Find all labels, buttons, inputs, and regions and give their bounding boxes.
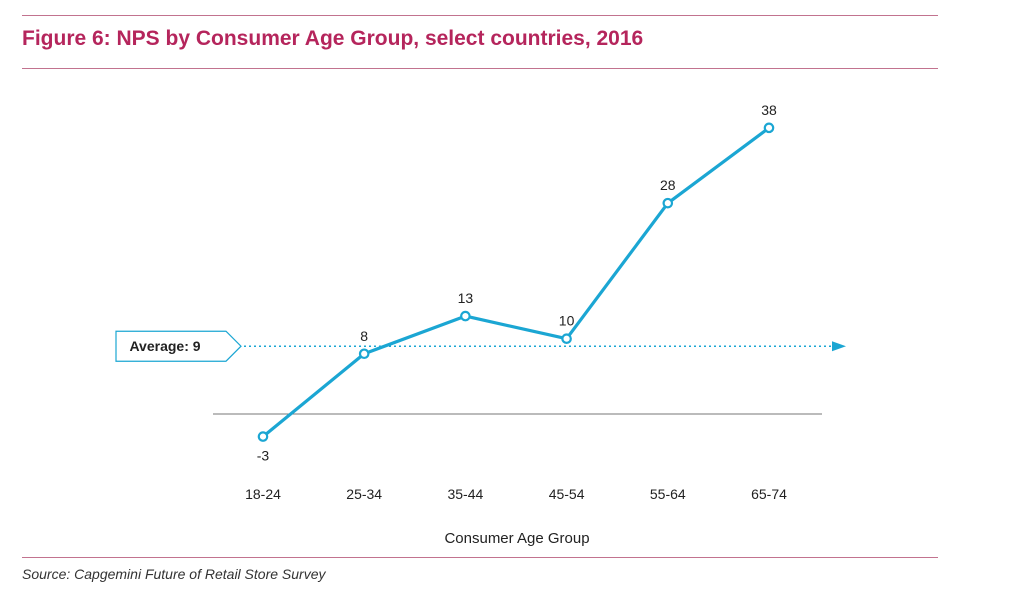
x-tick-label: 18-24 — [245, 486, 281, 502]
x-tick-label: 55-64 — [650, 486, 686, 502]
x-tick-label: 45-54 — [549, 486, 585, 502]
data-point — [460, 310, 471, 322]
title-rule — [22, 68, 938, 69]
average-arrow-head — [832, 341, 846, 352]
data-label: 28 — [660, 177, 676, 193]
data-point — [358, 348, 370, 360]
data-label: 8 — [360, 328, 368, 344]
data-label: -3 — [257, 448, 270, 464]
top-rule — [22, 15, 938, 16]
data-label: 13 — [458, 290, 474, 306]
source-note: Source: Capgemini Future of Retail Store… — [22, 566, 326, 582]
x-tick-label: 35-44 — [447, 486, 483, 502]
data-point — [257, 431, 269, 442]
data-point — [763, 122, 775, 134]
x-axis-label: Consumer Age Group — [444, 530, 589, 547]
series-line — [261, 126, 770, 438]
x-tick-label: 65-74 — [751, 486, 787, 502]
bottom-rule — [22, 557, 938, 558]
average-label-box — [115, 330, 242, 362]
average-label: Average: 9 — [129, 338, 200, 354]
data-label: 10 — [559, 313, 575, 329]
data-label: 38 — [761, 102, 777, 118]
data-point — [561, 333, 572, 344]
x-tick-label: 25-34 — [346, 486, 382, 502]
data-point — [662, 197, 674, 209]
chart-title: Figure 6: NPS by Consumer Age Group, sel… — [22, 27, 644, 50]
